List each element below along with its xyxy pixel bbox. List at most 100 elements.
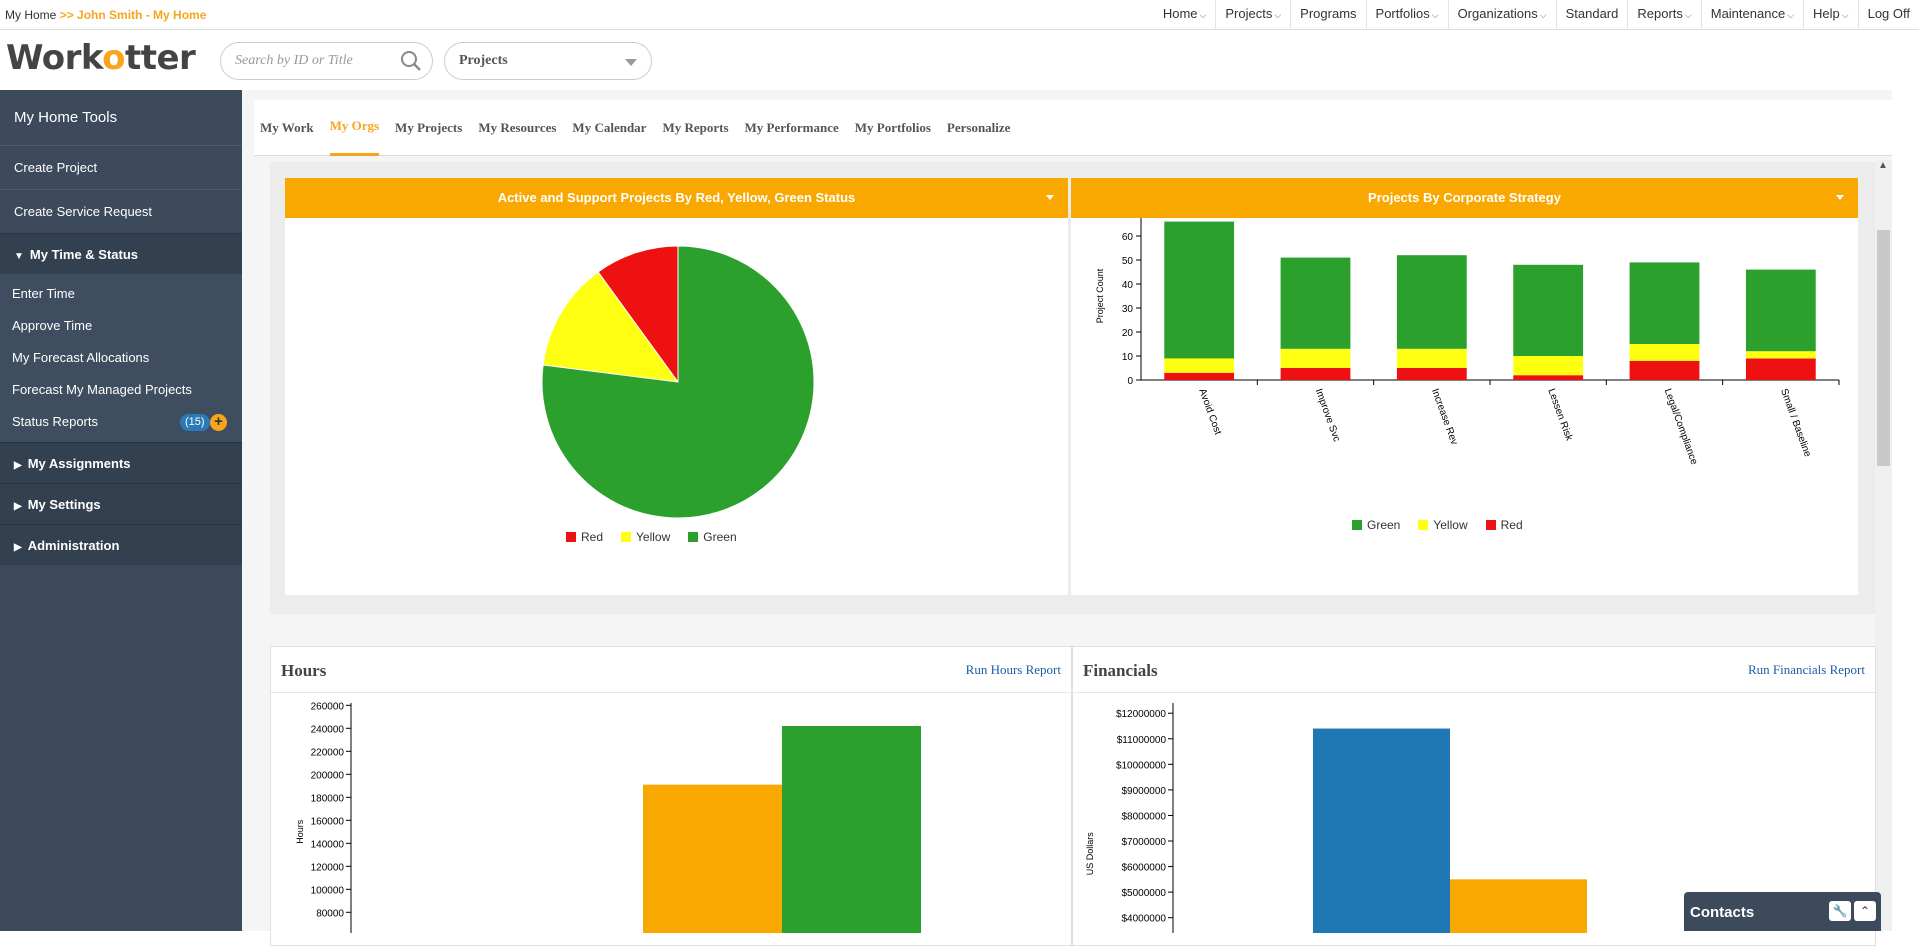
x-tick-label: Small / Baseline: [1778, 387, 1813, 459]
tab-my-reports[interactable]: My Reports: [662, 119, 729, 135]
legend-label: Green: [1367, 518, 1401, 532]
section-my-settings[interactable]: ▶ My Settings: [0, 483, 242, 524]
section-my-assignments[interactable]: ▶ My Assignments: [0, 442, 242, 483]
forecast-managed-projects-link[interactable]: Forecast My Managed Projects: [12, 382, 192, 397]
breadcrumb-current: John Smith - My Home: [77, 8, 207, 22]
status-reports-count-badge: (15): [180, 414, 210, 431]
tab-my-performance[interactable]: My Performance: [744, 119, 839, 135]
topnav-portfolios[interactable]: Portfolios ⌵: [1365, 0, 1448, 30]
status-reports-link[interactable]: Status Reports: [12, 414, 98, 429]
add-status-report-icon[interactable]: +: [210, 414, 227, 431]
topnav-label: Home: [1162, 6, 1198, 21]
scrollbar-thumb[interactable]: [1877, 230, 1890, 466]
y-axis-label: Project Count: [1095, 268, 1105, 323]
breadcrumb-home-link[interactable]: My Home: [5, 8, 57, 22]
y-tick-label: 60: [1122, 232, 1134, 243]
topnav-help[interactable]: Help ⌵: [1803, 0, 1858, 30]
topnav-standard[interactable]: Standard: [1555, 0, 1628, 30]
scroll-up-icon[interactable]: ▲: [1878, 160, 1888, 171]
y-tick-label: $11000000: [1117, 735, 1167, 746]
main-content: My Work My Orgs My Projects My Resources My …: [242, 90, 1892, 931]
y-tick-label: 80000: [316, 908, 344, 919]
bar-green[interactable]: [1164, 221, 1235, 359]
topnav-maintenance[interactable]: Maintenance ⌵: [1700, 0, 1803, 30]
chevron-down-icon: ⌵: [1431, 10, 1439, 20]
bar-green[interactable]: [1280, 257, 1351, 349]
legend-label: Yellow: [636, 530, 671, 544]
topnav-label: Help: [1813, 6, 1840, 21]
my-forecast-allocations-link[interactable]: My Forecast Allocations: [12, 350, 150, 365]
bar-red[interactable]: [1513, 375, 1584, 380]
legend-item: Green: [688, 530, 737, 544]
workotter-logo[interactable]: Workotter: [6, 38, 196, 78]
hours-bar[interactable]: [643, 784, 782, 938]
bar-yellow[interactable]: [1745, 351, 1816, 359]
y-tick-label: 40: [1122, 280, 1134, 291]
collapse-icon[interactable]: ⌃: [1854, 901, 1876, 921]
bar-red[interactable]: [1745, 358, 1816, 380]
financials-bar[interactable]: [1313, 728, 1450, 938]
section-label: Administration: [27, 538, 120, 553]
bar-yellow[interactable]: [1164, 358, 1235, 373]
contacts-widget[interactable]: Contacts 🔧 ⌃: [1684, 892, 1881, 931]
bar-red[interactable]: [1396, 368, 1467, 380]
run-hours-report-link[interactable]: Run Hours Report: [965, 662, 1061, 677]
topnav-programs[interactable]: Programs: [1290, 0, 1365, 30]
y-tick-label: $5000000: [1122, 888, 1167, 899]
tab-personalize[interactable]: Personalize: [946, 119, 1011, 135]
y-tick-label: 200000: [311, 770, 345, 781]
bar-yellow[interactable]: [1280, 348, 1351, 368]
section-administration[interactable]: ▶ Administration: [0, 524, 242, 565]
bar-green[interactable]: [1629, 262, 1700, 344]
vertical-scrollbar[interactable]: ▲: [1875, 160, 1892, 931]
search-input[interactable]: [235, 51, 395, 71]
hours-bar[interactable]: [782, 726, 921, 938]
y-axis-label: Hours: [295, 819, 305, 844]
y-tick-label: $8000000: [1122, 811, 1167, 822]
topnav-log-off[interactable]: Log Off: [1857, 0, 1919, 30]
topnav-organizations[interactable]: Organizations ⌵: [1447, 0, 1556, 30]
bar-green[interactable]: [1396, 255, 1467, 349]
tab-my-projects[interactable]: My Projects: [395, 119, 463, 135]
pie-slice-green[interactable]: [541, 245, 815, 519]
top-bar: My Home >> John Smith - My Home Home ⌵ Pro…: [0, 0, 1919, 30]
bar-yellow[interactable]: [1629, 344, 1700, 361]
topnav-reports[interactable]: Reports ⌵: [1627, 0, 1700, 30]
dropdown-caret-icon[interactable]: [1046, 195, 1054, 200]
legend-label: Yellow: [1433, 518, 1468, 532]
enter-time-link[interactable]: Enter Time: [12, 286, 75, 301]
bar-green[interactable]: [1513, 264, 1584, 356]
bar-red[interactable]: [1280, 368, 1351, 380]
bar-yellow[interactable]: [1396, 348, 1467, 368]
create-service-request-link[interactable]: Create Service Request: [0, 189, 242, 233]
wrench-icon[interactable]: 🔧: [1829, 901, 1851, 921]
hours-panel-header: Hours Run Hours Report: [271, 647, 1071, 693]
financials-bar[interactable]: [1450, 879, 1587, 938]
section-my-time-status[interactable]: ▼ My Time & Status: [0, 233, 242, 274]
y-tick-label: 120000: [311, 862, 345, 873]
tab-my-orgs[interactable]: My Orgs: [329, 100, 380, 156]
bar-red[interactable]: [1164, 372, 1235, 380]
tab-my-calendar[interactable]: My Calendar: [572, 119, 647, 135]
bar-red[interactable]: [1629, 360, 1700, 380]
financials-panel-header: Financials Run Financials Report: [1073, 647, 1875, 693]
search-icon[interactable]: [400, 50, 422, 72]
create-project-link[interactable]: Create Project: [0, 145, 242, 189]
tab-my-work[interactable]: My Work: [260, 119, 314, 135]
pie-slice-red[interactable]: [597, 245, 679, 384]
tab-my-portfolios[interactable]: My Portfolios: [854, 119, 931, 135]
tab-my-resources[interactable]: My Resources: [478, 119, 557, 135]
bar-yellow[interactable]: [1513, 356, 1584, 376]
scope-select[interactable]: Projects: [444, 42, 652, 80]
x-tick-label: Legal/Compliance: [1662, 387, 1700, 466]
status-chart-header: Active and Support Projects By Red, Yell…: [285, 178, 1068, 218]
bar-green[interactable]: [1745, 269, 1816, 352]
pie-slice-yellow[interactable]: [542, 271, 680, 383]
status-reports-item[interactable]: Status Reports (15) +: [0, 406, 242, 438]
topnav-projects[interactable]: Projects ⌵: [1215, 0, 1290, 30]
dropdown-caret-icon[interactable]: [1836, 195, 1844, 200]
approve-time-link[interactable]: Approve Time: [12, 318, 93, 333]
topnav-label: Organizations: [1457, 6, 1538, 21]
run-financials-report-link[interactable]: Run Financials Report: [1748, 662, 1865, 677]
topnav-home[interactable]: Home ⌵: [1154, 0, 1216, 30]
